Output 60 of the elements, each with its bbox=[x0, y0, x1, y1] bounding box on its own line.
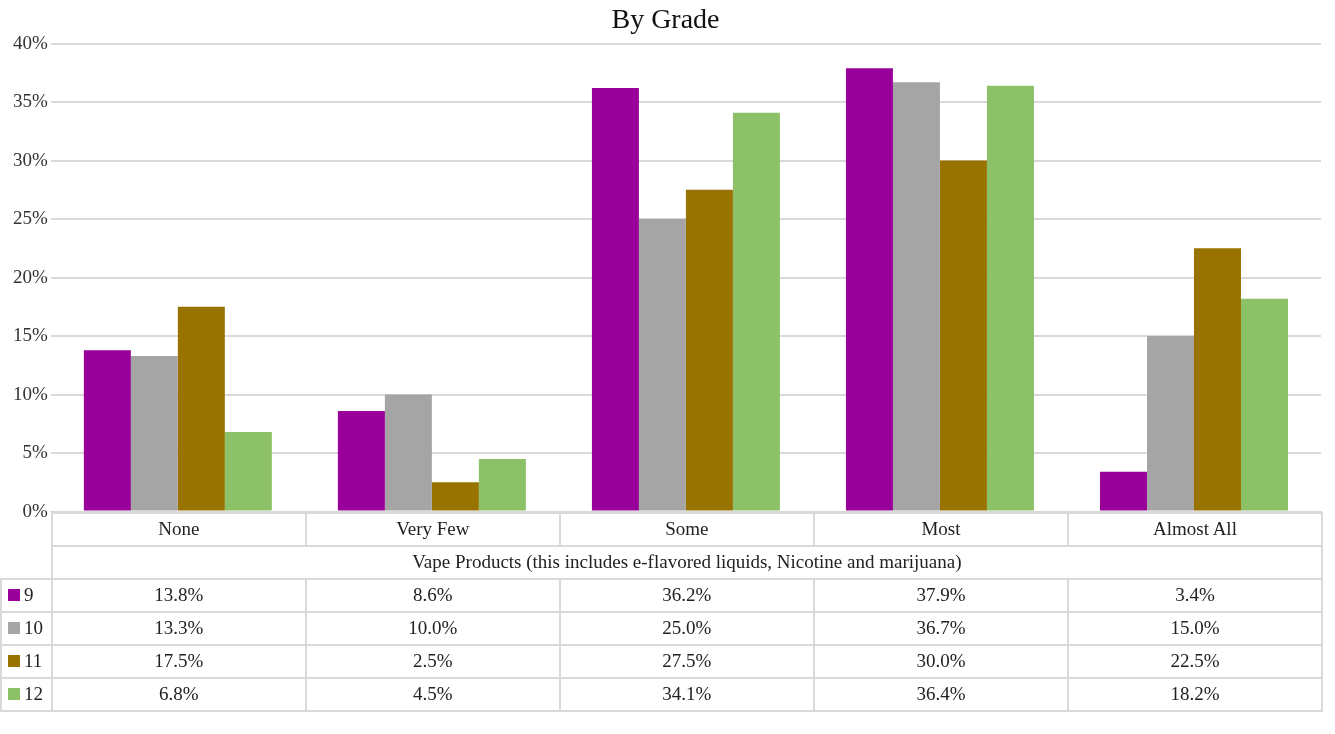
y-tick-label: 10% bbox=[13, 382, 48, 404]
y-tick-label: 35% bbox=[13, 90, 48, 112]
data-label: 36.4% bbox=[813, 677, 1068, 711]
x-tick-label: Most bbox=[813, 512, 1068, 546]
legend-label: 10 bbox=[1, 611, 52, 645]
bar bbox=[1193, 248, 1241, 511]
data-label: 22.5% bbox=[1067, 644, 1322, 678]
bar bbox=[478, 458, 526, 511]
bar bbox=[685, 189, 733, 511]
data-label: 2.5% bbox=[305, 644, 560, 678]
bar bbox=[1099, 471, 1147, 511]
data-label: 34.1% bbox=[559, 677, 814, 711]
x-tick-label: Almost All bbox=[1067, 512, 1322, 546]
y-tick-label: 30% bbox=[13, 148, 48, 170]
y-tick-label: 15% bbox=[13, 324, 48, 346]
data-label: 13.3% bbox=[51, 611, 306, 645]
data-label: 6.8% bbox=[51, 677, 306, 711]
x-axis-title: Vape Products (this includes e-flavored liquids, Nicotine and marijuana) bbox=[51, 545, 1322, 579]
data-label: 25.0% bbox=[559, 611, 814, 645]
bar bbox=[892, 82, 940, 511]
y-tick-label: 5% bbox=[22, 441, 48, 463]
data-label: 3.4% bbox=[1067, 578, 1322, 612]
data-label: 17.5% bbox=[51, 644, 306, 678]
y-tick-label: 0% bbox=[22, 499, 48, 521]
y-tick-label: 25% bbox=[13, 207, 48, 229]
data-label: 37.9% bbox=[813, 578, 1068, 612]
data-label: 36.7% bbox=[813, 611, 1068, 645]
data-label: 30.0% bbox=[813, 644, 1068, 678]
bar bbox=[384, 394, 432, 511]
bar bbox=[1146, 336, 1194, 511]
x-tick-label: Some bbox=[559, 512, 814, 546]
bar bbox=[130, 355, 178, 511]
data-label: 15.0% bbox=[1067, 611, 1322, 645]
legend-label: 12 bbox=[1, 677, 52, 711]
bar bbox=[1240, 298, 1288, 511]
y-tick-label: 40% bbox=[13, 31, 48, 53]
bar bbox=[845, 68, 893, 511]
x-tick-label: None bbox=[51, 512, 306, 546]
legend-label: 9 bbox=[1, 578, 52, 612]
data-label: 36.2% bbox=[559, 578, 814, 612]
bar bbox=[83, 350, 131, 511]
data-label: 13.8% bbox=[51, 578, 306, 612]
bar bbox=[732, 112, 780, 511]
x-tick-label: Very Few bbox=[305, 512, 560, 546]
data-label: 10.0% bbox=[305, 611, 560, 645]
bar bbox=[431, 482, 479, 511]
bar bbox=[638, 219, 686, 511]
data-label: 4.5% bbox=[305, 677, 560, 711]
data-label: 8.6% bbox=[305, 578, 560, 612]
legend-label: 11 bbox=[1, 644, 52, 678]
bar bbox=[337, 410, 385, 511]
data-label: 27.5% bbox=[559, 644, 814, 678]
bar bbox=[939, 160, 987, 511]
bar bbox=[177, 306, 225, 511]
chart-title: By Grade bbox=[611, 3, 720, 35]
bar bbox=[224, 432, 272, 511]
bar bbox=[591, 88, 639, 511]
y-tick-label: 20% bbox=[13, 265, 48, 287]
data-label: 18.2% bbox=[1067, 677, 1322, 711]
bar bbox=[986, 85, 1034, 511]
